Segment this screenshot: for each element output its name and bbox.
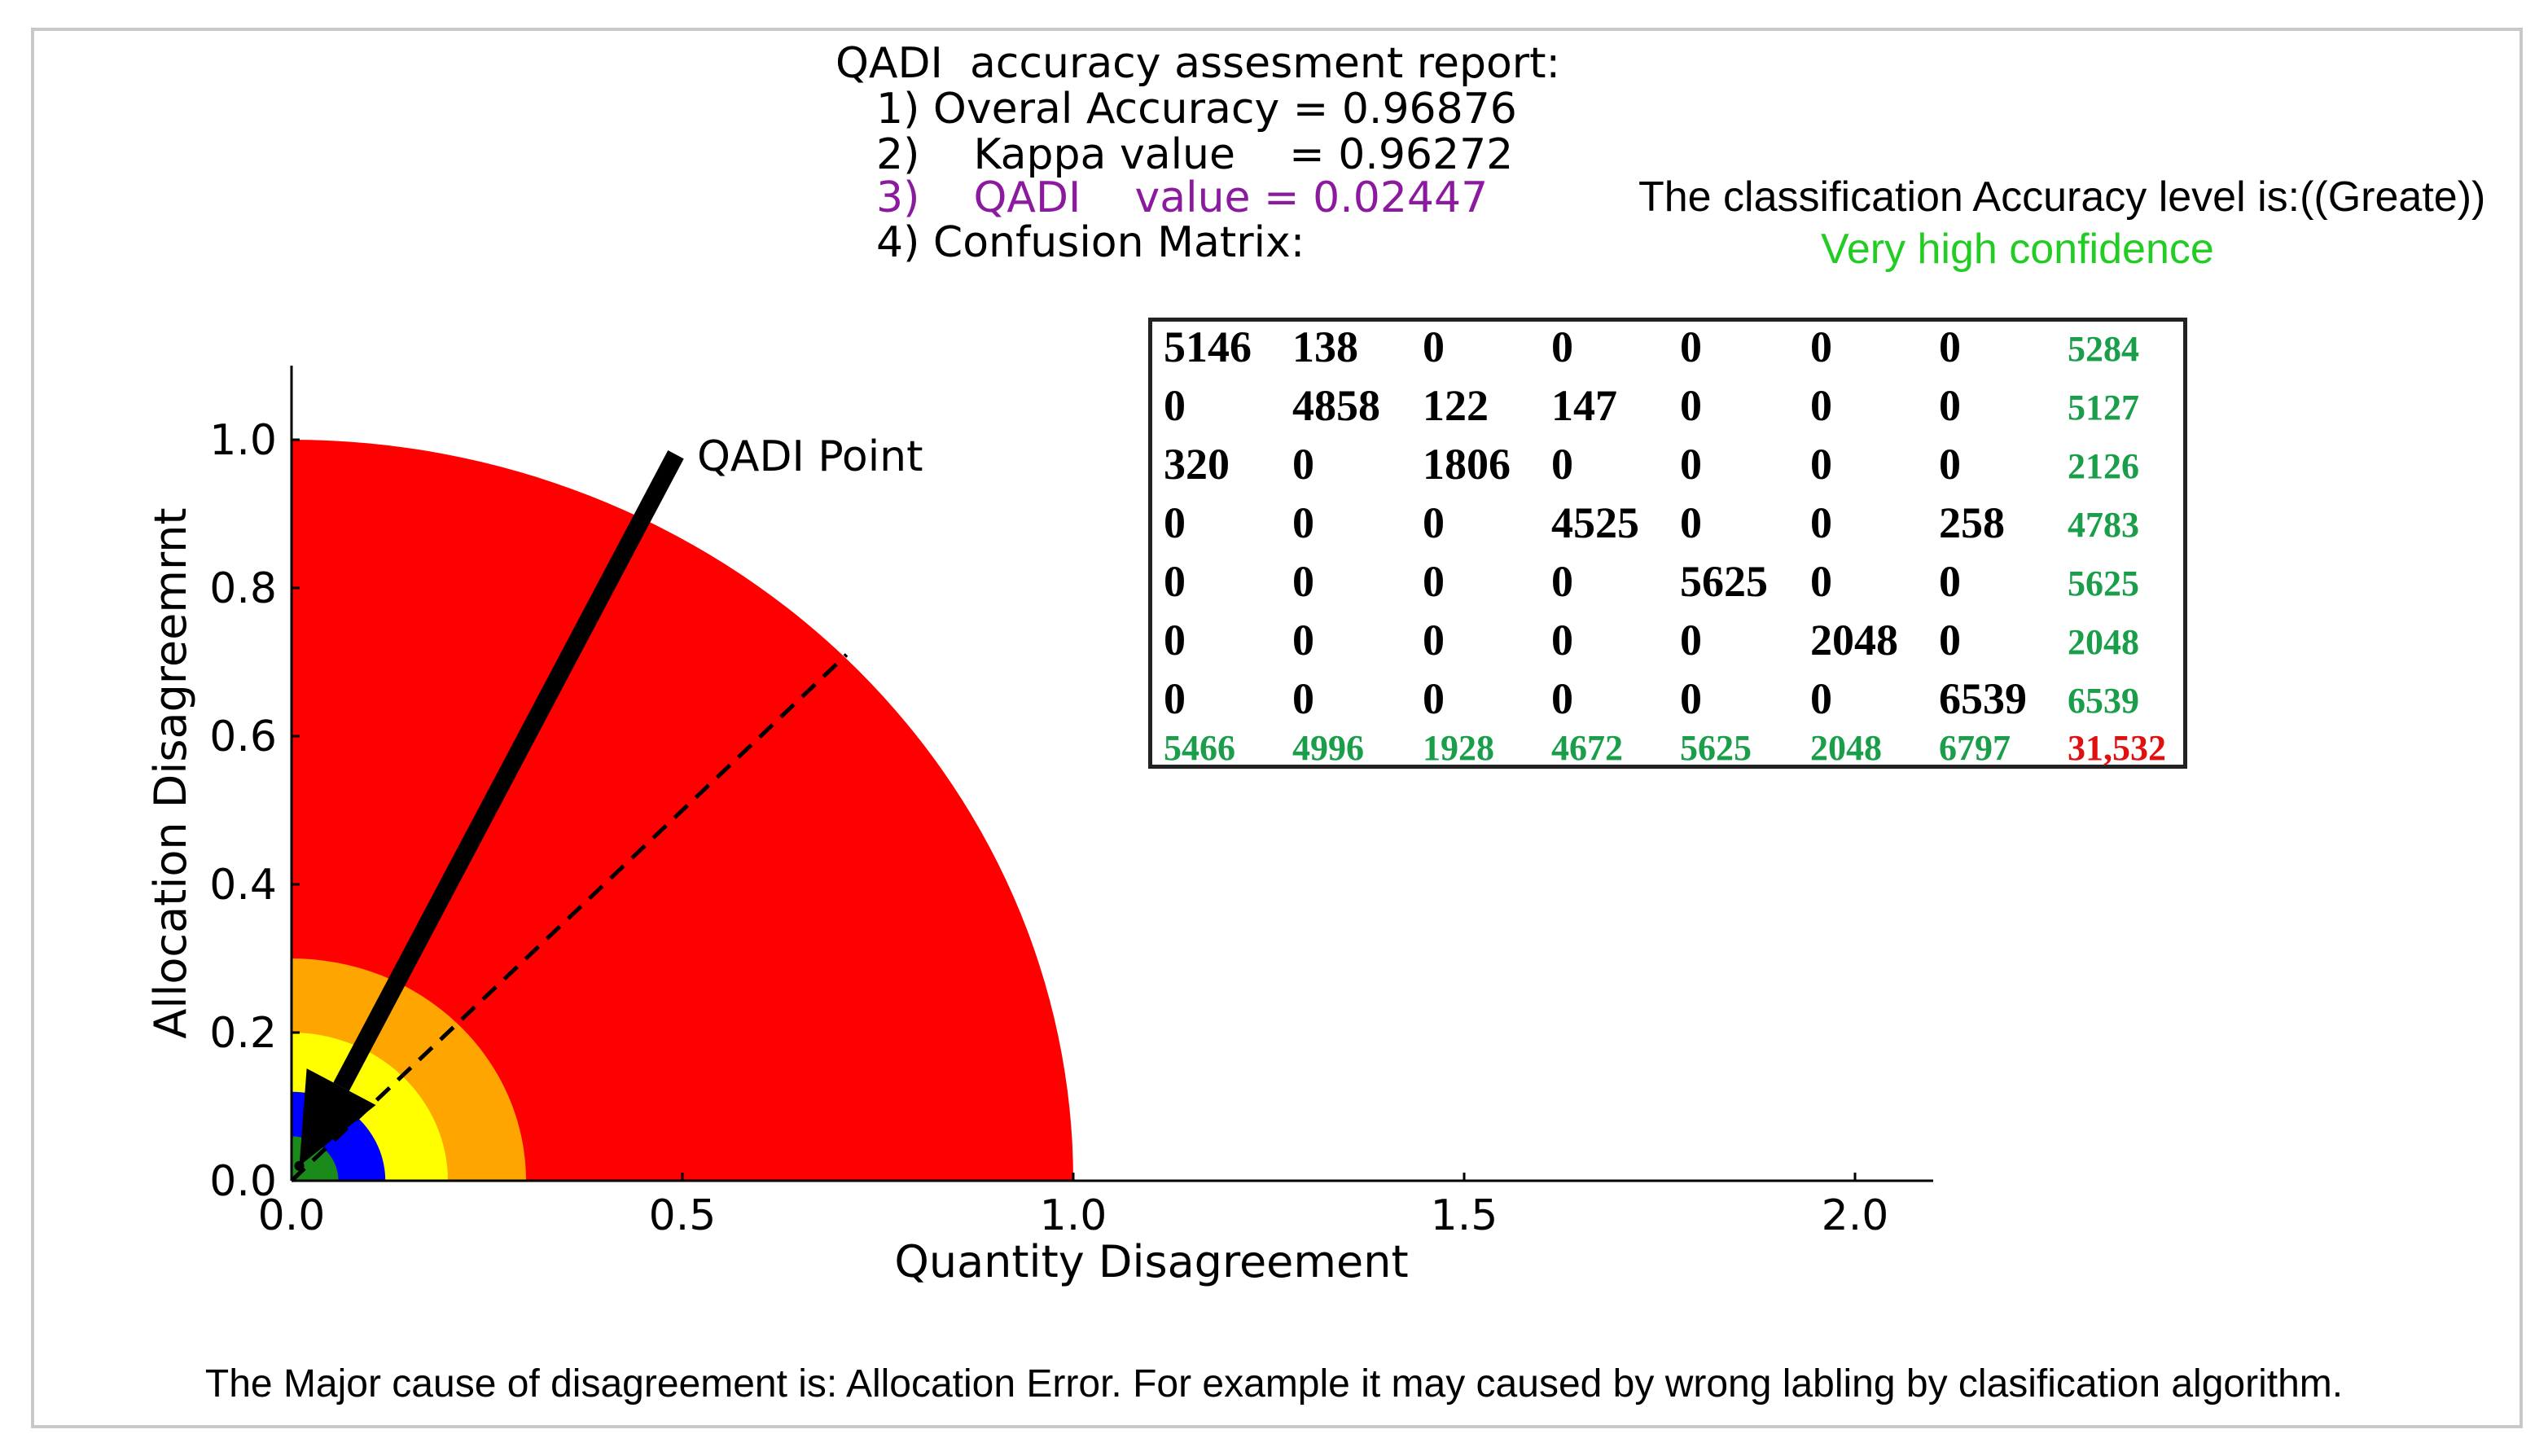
confidence-value: Very high confidence: [1821, 226, 2214, 273]
qadi-arrow: [333, 450, 684, 1091]
matrix-cell: 0: [1810, 381, 1832, 430]
matrix-cell: 0: [1423, 322, 1445, 371]
matrix-cell: 0: [1939, 440, 1961, 489]
matrix-cell: 0: [1423, 616, 1445, 664]
report-line-kappa: 2) Kappa value = 0.96272: [876, 130, 1514, 179]
row-total: 5127: [2068, 388, 2139, 428]
report-line-accuracy: 1) Overal Accuracy = 0.96876: [876, 85, 1517, 134]
matrix-cell: 5625: [1680, 557, 1768, 606]
qadi-point-label: QADI Point: [697, 432, 923, 481]
report-title: QADI accuracy assesment report:: [835, 39, 1561, 88]
y-axis-label: Allocation Disagreemrnt: [145, 507, 196, 1038]
confidence-label: The classification Accuracy level is:((G…: [1638, 173, 2486, 221]
column-total: 5625: [1680, 728, 1752, 768]
confusion-matrix: 5146 138 0 0 0 0 0 5284 0 4858 122 147 0 0 0 5127 320 0 18…: [1148, 318, 2187, 769]
matrix-cell: 1806: [1423, 440, 1511, 489]
y-tick-label: 0.8: [209, 564, 277, 613]
matrix-cell: 0: [1551, 440, 1573, 489]
matrix-cell: 0: [1551, 322, 1573, 371]
matrix-cell: 0: [1292, 440, 1314, 489]
matrix-cell: 0: [1164, 674, 1186, 723]
matrix-cell: 0: [1292, 557, 1314, 606]
y-tick-label: 0.0: [209, 1157, 277, 1206]
x-axis-label: Quantity Disagreement: [894, 1236, 1408, 1287]
y-tick-label: 1.0: [209, 416, 277, 465]
qadi-arrowhead: [299, 1068, 376, 1166]
grand-total: 31,532: [2068, 728, 2166, 768]
report-line-matrix: 4) Confusion Matrix:: [876, 218, 1305, 267]
matrix-cell: 0: [1939, 616, 1961, 664]
matrix-cell: 0: [1164, 498, 1186, 547]
qadi-point: [294, 1160, 305, 1171]
y-tick-label: 0.2: [209, 1009, 277, 1058]
row-total: 5284: [2068, 329, 2139, 369]
matrix-cell: 138: [1292, 322, 1358, 371]
matrix-cell: 0: [1939, 381, 1961, 430]
matrix-cell: 0: [1164, 616, 1186, 664]
column-total: 1928: [1423, 728, 1494, 768]
column-total: 5466: [1164, 728, 1235, 768]
matrix-cell: 0: [1680, 498, 1702, 547]
row-total: 2126: [2068, 446, 2139, 486]
matrix-cell: 0: [1680, 674, 1702, 723]
matrix-cell: 0: [1423, 557, 1445, 606]
matrix-cell: 0: [1551, 674, 1573, 723]
matrix-cell: 0: [1680, 322, 1702, 371]
matrix-cell: 0: [1680, 440, 1702, 489]
matrix-cell: 0: [1292, 616, 1314, 664]
matrix-cell: 0: [1292, 498, 1314, 547]
matrix-cell: 0: [1810, 498, 1832, 547]
matrix-cell: 0: [1164, 557, 1186, 606]
matrix-cell: 0: [1292, 674, 1314, 723]
x-tick-label: 1.5: [1431, 1191, 1498, 1240]
matrix-cell: 0: [1551, 557, 1573, 606]
x-tick-label: 1.0: [1040, 1191, 1107, 1240]
report-line-qadi: 3) QADI value = 0.02447: [876, 173, 1489, 222]
matrix-cell: 147: [1551, 381, 1617, 430]
matrix-cell: 6539: [1939, 674, 2027, 723]
matrix-cell: 0: [1164, 381, 1186, 430]
matrix-cell: 0: [1423, 498, 1445, 547]
column-total: 4996: [1292, 728, 1364, 768]
column-total: 4672: [1551, 728, 1623, 768]
matrix-cell: 0: [1680, 616, 1702, 664]
matrix-cell: 0: [1423, 674, 1445, 723]
x-tick-label: 0.5: [649, 1191, 717, 1240]
x-tick-label: 0.0: [258, 1191, 326, 1240]
footer-note: The Major cause of disagreement is: Allo…: [204, 1362, 2344, 1406]
y-tick-label: 0.4: [209, 861, 277, 910]
x-tick-label: 2.0: [1822, 1191, 1889, 1240]
matrix-cell: 0: [1680, 381, 1702, 430]
row-total: 5625: [2068, 564, 2139, 603]
y-tick-label: 0.6: [209, 713, 277, 761]
column-total: 2048: [1810, 728, 1882, 768]
row-total: 6539: [2068, 681, 2139, 721]
matrix-cell: 0: [1810, 674, 1832, 723]
matrix-cell: 2048: [1810, 616, 1898, 664]
diagonal-line: [290, 653, 849, 1182]
matrix-cell: 4525: [1551, 498, 1639, 547]
matrix-cell: 0: [1810, 322, 1832, 371]
figure-frame: [31, 28, 2523, 1428]
matrix-cell: 258: [1939, 498, 2005, 547]
matrix-cell: 0: [1810, 557, 1832, 606]
row-total: 2048: [2068, 622, 2139, 662]
matrix-cell: 0: [1551, 616, 1573, 664]
row-total: 4783: [2068, 505, 2139, 545]
matrix-cell: 0: [1939, 322, 1961, 371]
matrix-cell: 122: [1423, 381, 1489, 430]
matrix-cell: 320: [1164, 440, 1230, 489]
column-total: 6797: [1939, 728, 2011, 768]
matrix-cell: 0: [1939, 557, 1961, 606]
matrix-cell: 4858: [1292, 381, 1380, 430]
matrix-cell: 0: [1810, 440, 1832, 489]
matrix-cell: 5146: [1164, 322, 1252, 371]
